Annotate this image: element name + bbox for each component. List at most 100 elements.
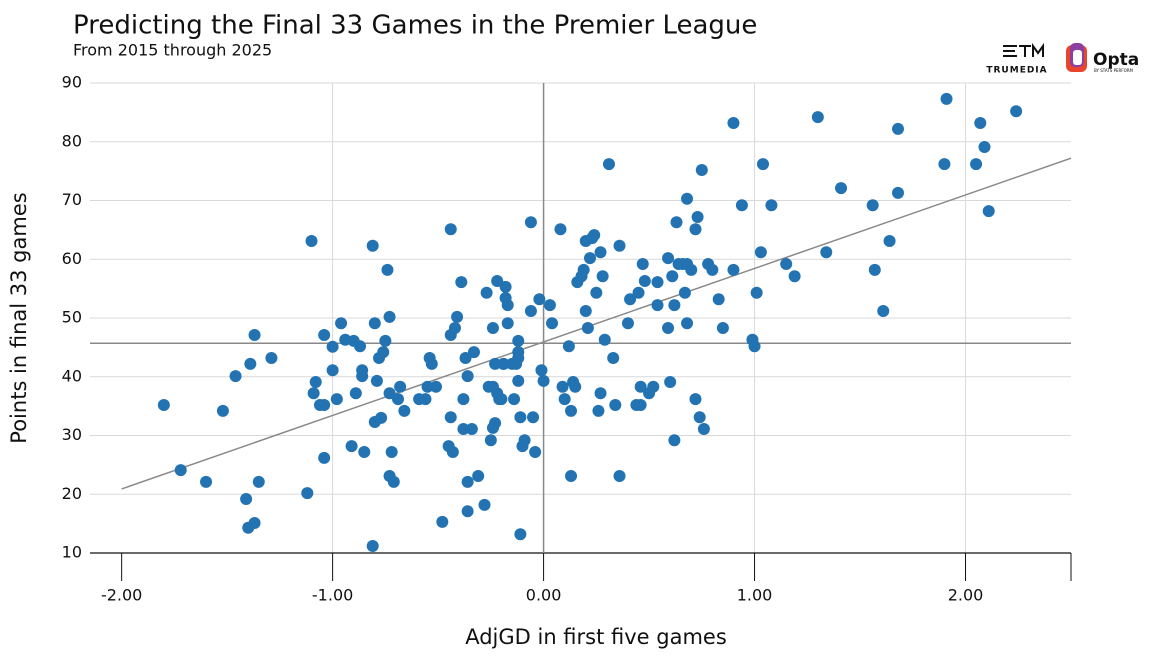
point bbox=[248, 517, 261, 530]
point bbox=[607, 351, 620, 364]
point bbox=[691, 210, 704, 223]
point bbox=[200, 475, 213, 488]
point bbox=[756, 158, 769, 171]
point bbox=[748, 340, 761, 353]
point bbox=[602, 158, 615, 171]
point bbox=[594, 246, 607, 259]
point bbox=[318, 329, 331, 342]
point bbox=[735, 199, 748, 212]
point bbox=[583, 252, 596, 265]
point bbox=[459, 351, 472, 364]
point bbox=[554, 223, 567, 236]
point bbox=[398, 404, 411, 417]
point bbox=[678, 286, 691, 299]
y-tick-label: 90 bbox=[62, 73, 82, 92]
point bbox=[318, 451, 331, 464]
point bbox=[307, 387, 320, 400]
point bbox=[892, 186, 905, 199]
point bbox=[598, 333, 611, 346]
point bbox=[569, 380, 582, 393]
point bbox=[556, 380, 569, 393]
point bbox=[366, 239, 379, 252]
point bbox=[537, 374, 550, 387]
point bbox=[974, 116, 987, 129]
point bbox=[594, 387, 607, 400]
point bbox=[392, 393, 405, 406]
point bbox=[535, 364, 548, 377]
point bbox=[499, 280, 512, 293]
point bbox=[326, 364, 339, 377]
point bbox=[940, 92, 953, 105]
point bbox=[518, 434, 531, 447]
point bbox=[305, 235, 318, 248]
point bbox=[613, 470, 626, 483]
point bbox=[546, 317, 559, 330]
point bbox=[892, 122, 905, 135]
x-axis-label: AdjGD in first five games bbox=[465, 625, 727, 649]
trumedia-icon bbox=[1003, 42, 1044, 57]
point bbox=[765, 199, 778, 212]
point bbox=[446, 445, 459, 458]
point bbox=[489, 417, 502, 430]
point bbox=[444, 411, 457, 424]
point bbox=[514, 528, 527, 541]
point bbox=[978, 141, 991, 154]
point bbox=[385, 445, 398, 458]
point bbox=[318, 398, 331, 411]
point bbox=[375, 411, 388, 424]
point bbox=[377, 346, 390, 359]
point bbox=[425, 357, 438, 370]
point bbox=[712, 293, 725, 306]
point bbox=[448, 321, 461, 334]
point bbox=[508, 393, 521, 406]
point bbox=[565, 404, 578, 417]
point bbox=[512, 374, 525, 387]
point bbox=[491, 274, 504, 287]
chart-subtitle: From 2015 through 2025 bbox=[73, 41, 272, 60]
point bbox=[693, 411, 706, 424]
point bbox=[354, 340, 367, 353]
point bbox=[1010, 105, 1023, 118]
chart-title: Predicting the Final 33 Games in the Pre… bbox=[73, 11, 757, 41]
point bbox=[577, 263, 590, 276]
point bbox=[558, 393, 571, 406]
point bbox=[174, 464, 187, 477]
trumedia-logo: TRUMEDIA bbox=[986, 42, 1047, 76]
point bbox=[461, 505, 474, 518]
point bbox=[938, 158, 951, 171]
point bbox=[349, 387, 362, 400]
point bbox=[662, 321, 675, 334]
point bbox=[229, 370, 242, 383]
logo-text: BY STATS PERFORM bbox=[1094, 68, 1134, 73]
point bbox=[265, 351, 278, 364]
point bbox=[883, 235, 896, 248]
point bbox=[252, 475, 265, 488]
point bbox=[685, 263, 698, 276]
point bbox=[634, 398, 647, 411]
point bbox=[326, 340, 339, 353]
point bbox=[436, 515, 449, 528]
point bbox=[455, 276, 468, 289]
point bbox=[647, 380, 660, 393]
point bbox=[592, 404, 605, 417]
point bbox=[368, 317, 381, 330]
point bbox=[982, 205, 995, 218]
point bbox=[465, 423, 478, 436]
point bbox=[381, 263, 394, 276]
point bbox=[457, 393, 470, 406]
logo-text: TRUMEDIA bbox=[986, 66, 1047, 76]
point bbox=[451, 310, 464, 323]
point bbox=[695, 163, 708, 176]
point bbox=[664, 376, 677, 389]
point bbox=[358, 445, 371, 458]
point bbox=[330, 393, 343, 406]
point bbox=[444, 223, 457, 236]
logo-text: Opta bbox=[1093, 50, 1139, 70]
point bbox=[681, 317, 694, 330]
x-tick-label: -2.00 bbox=[101, 586, 142, 605]
point bbox=[662, 252, 675, 265]
point bbox=[716, 321, 729, 334]
point bbox=[590, 286, 603, 299]
point bbox=[565, 470, 578, 483]
point bbox=[820, 246, 833, 259]
